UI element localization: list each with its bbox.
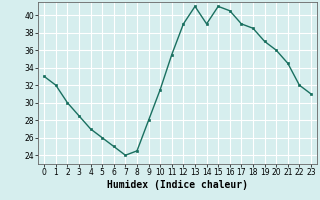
X-axis label: Humidex (Indice chaleur): Humidex (Indice chaleur) xyxy=(107,180,248,190)
